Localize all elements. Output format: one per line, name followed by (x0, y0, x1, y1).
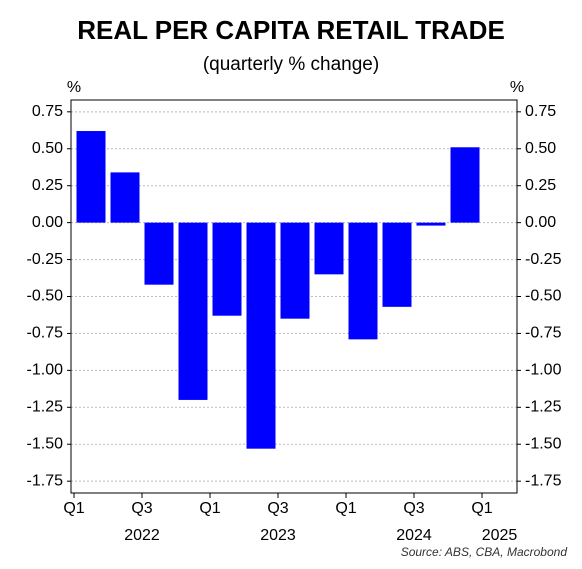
y-unit: % (67, 79, 81, 96)
y2-tick-label: 0.00 (525, 214, 556, 231)
x-tick-label: Q1 (471, 500, 492, 517)
bar (280, 222, 310, 319)
bar (416, 222, 446, 226)
y-tick-label: 0.00 (32, 214, 63, 231)
x-tick-label: Q3 (403, 500, 424, 517)
y-tick-label: 0.75 (32, 103, 63, 120)
x-year-label: 2022 (124, 527, 160, 544)
x-tick-label: Q3 (267, 500, 288, 517)
y-tick-label: -0.25 (27, 251, 64, 268)
y-tick-label: -1.50 (27, 435, 64, 452)
bar (382, 222, 412, 307)
y2-tick-label: -0.25 (525, 251, 562, 268)
y2-tick-label: -1.25 (525, 399, 562, 416)
y-tick-label: 0.25 (32, 177, 63, 194)
bar (348, 222, 378, 340)
bar (144, 222, 174, 285)
y2-tick-label: 0.25 (525, 177, 556, 194)
y2-tick-label: -0.75 (525, 325, 562, 342)
y2-tick-label: -0.50 (525, 288, 562, 305)
bar (76, 131, 106, 223)
x-tick-label: Q1 (63, 500, 84, 517)
chart-subtitle: (quarterly % change) (203, 54, 379, 75)
y2-tick-label: -1.00 (525, 362, 562, 379)
y-tick-label: -0.75 (27, 325, 64, 342)
x-year-label: 2023 (260, 527, 296, 544)
chart-title: REAL PER CAPITA RETAIL TRADE (77, 15, 505, 45)
x-year-label: 2025 (482, 527, 518, 544)
bar (314, 222, 344, 275)
y-tick-label: 0.50 (32, 140, 63, 157)
y-tick-label: -1.75 (27, 472, 64, 489)
y2-tick-label: -1.50 (525, 435, 562, 452)
y2-tick-label: -1.75 (525, 472, 562, 489)
bar (246, 222, 276, 449)
bar (110, 172, 140, 223)
source: Source: ABS, CBA, Macrobond (401, 545, 568, 559)
bar (178, 222, 208, 400)
bar (212, 222, 242, 316)
y2-unit: % (510, 79, 524, 96)
y-tick-label: -0.50 (27, 288, 64, 305)
y2-tick-label: 0.75 (525, 103, 556, 120)
y-tick-label: -1.25 (27, 399, 64, 416)
bar (450, 147, 480, 223)
x-year-label: 2024 (396, 527, 432, 544)
y-tick-label: -1.00 (27, 362, 64, 379)
plot-frame (70, 99, 518, 494)
x-tick-label: Q1 (335, 500, 356, 517)
x-tick-label: Q3 (131, 500, 152, 517)
y2-tick-label: 0.50 (525, 140, 556, 157)
x-tick-label: Q1 (199, 500, 220, 517)
